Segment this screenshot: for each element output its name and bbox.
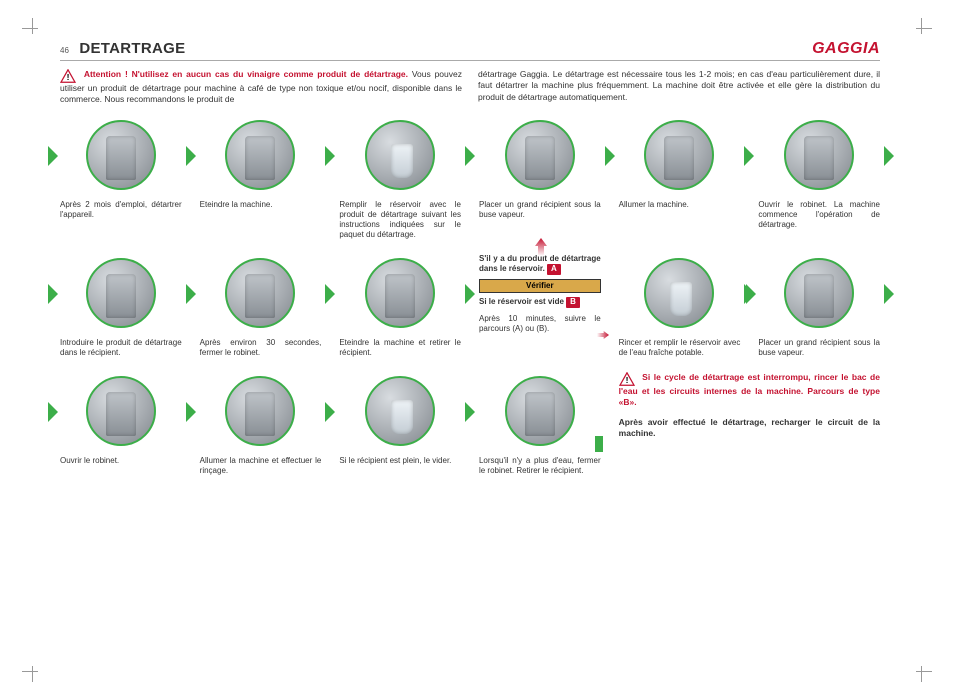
step-caption: Lorsqu'il n'y a plus d'eau, fermer le ro… [479,456,601,476]
step-image [505,376,575,446]
warning-icon: ! [60,69,76,83]
branch-box: S'il y a du produit de détartrage dans l… [479,254,601,358]
arrow-down-icon [597,326,607,349]
warning-plain-text: Après avoir effectué le détartrage, rech… [619,417,880,440]
step-image [86,258,156,328]
step-image [644,258,714,328]
step-image [505,120,575,190]
step-caption: Allumer la machine. [619,200,741,210]
step-cell: Rincer et remplir le réservoir avec de l… [619,254,741,358]
branch-b-text: Si le réservoir est vide B [479,297,601,307]
step-caption: Après 10 minutes, suivre le parcours (A)… [479,314,601,334]
step-caption: Eteindre la machine et retirer le récipi… [339,338,461,358]
intro-left-column: ! Attention ! N'utilisez en aucun cas du… [60,69,462,106]
step-cell: Ouvrir le robinet. [60,372,182,476]
step-cell: Si le récipient est plein, le vider. [339,372,461,476]
step-caption: Allumer la machine et effectuer le rinça… [200,456,322,476]
intro-warning-bold: Attention ! N'utilisez en aucun cas du v… [84,69,408,79]
step-caption: Ouvrir le robinet. [60,456,182,466]
step-cell: Après 2 mois d'emploi, détartrer l'appar… [60,116,182,240]
end-marker [595,436,603,452]
svg-text:!: ! [625,375,628,385]
step-cell: Ouvrir le robinet. La machine commence l… [758,116,880,240]
step-cell: Remplir le réservoir avec le produit de … [339,116,461,240]
page-title: DETARTRAGE [79,40,185,57]
step-caption: Ouvrir le robinet. La machine commence l… [758,200,880,230]
step-image [365,120,435,190]
bottom-warning: ! Si le cycle de détartrage est interrom… [619,372,880,476]
warning-icon: ! [619,372,635,386]
badge-a: A [547,264,561,274]
step-caption: Placer un grand récipient sous la buse v… [479,200,601,220]
step-cell: Allumer la machine et effectuer le rinça… [200,372,322,476]
intro-right-column: détartrage Gaggia. Le détartrage est néc… [478,69,880,106]
step-cell: Lorsqu'il n'y a plus d'eau, fermer le ro… [479,372,601,476]
badge-b: B [566,297,580,307]
svg-text:!: ! [67,72,70,82]
step-image [225,120,295,190]
step-cell: Eteindre la machine et retirer le récipi… [339,254,461,358]
warning-bold-text: Si le cycle de détartrage est interrompu… [619,372,880,407]
step-image [86,376,156,446]
step-caption: Après 2 mois d'emploi, détartrer l'appar… [60,200,182,220]
step-cell: Eteindre la machine. [200,116,322,240]
step-image [225,376,295,446]
title-group: 46 DETARTRAGE [60,40,185,58]
step-caption: Remplir le réservoir avec le produit de … [339,200,461,240]
verify-label: Vérifier [479,279,601,293]
step-image [784,258,854,328]
step-caption: Si le récipient est plein, le vider. [339,456,461,466]
step-cell: Après environ 30 secondes, fermer le rob… [200,254,322,358]
step-image [365,258,435,328]
manual-page: 46 DETARTRAGE GAGGIA ! Attention ! N'uti… [60,40,880,476]
step-cell: Placer un grand récipient sous la buse v… [479,116,601,240]
step-caption: Introduire le produit de détartrage dans… [60,338,182,358]
step-image [365,376,435,446]
brand-logo: GAGGIA [812,40,880,58]
page-number: 46 [60,46,69,55]
step-caption: Eteindre la machine. [200,200,322,210]
step-cell: Placer un grand récipient sous la buse v… [758,254,880,358]
arrow-up-icon [535,238,545,261]
steps-grid: Après 2 mois d'emploi, détartrer l'appar… [60,116,880,476]
step-image [644,120,714,190]
step-caption: Après environ 30 secondes, fermer le rob… [200,338,322,358]
page-header: 46 DETARTRAGE GAGGIA [60,40,880,61]
step-cell: Allumer la machine. [619,116,741,240]
step-image [784,120,854,190]
step-image [86,120,156,190]
intro-text: ! Attention ! N'utilisez en aucun cas du… [60,69,880,106]
step-image [225,258,295,328]
step-caption: Rincer et remplir le réservoir avec de l… [619,338,741,358]
step-caption: Placer un grand récipient sous la buse v… [758,338,880,358]
step-cell: Introduire le produit de détartrage dans… [60,254,182,358]
